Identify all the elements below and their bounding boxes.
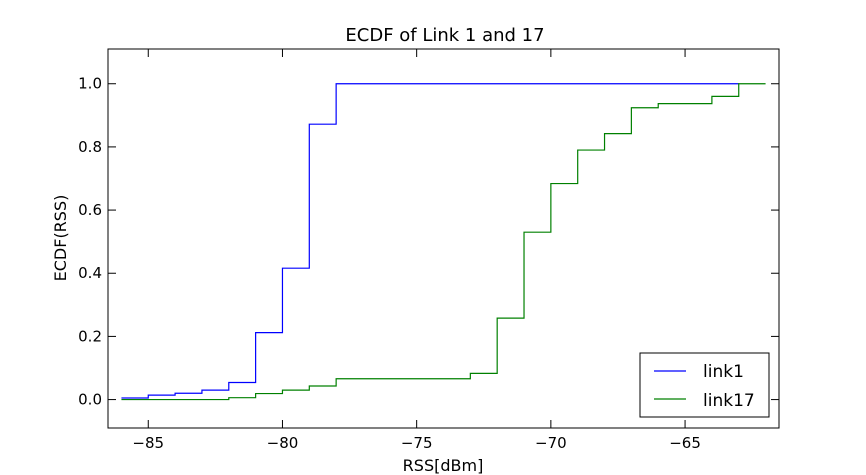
- chart-title: ECDF of Link 1 and 17: [345, 25, 544, 46]
- plot-frame: [107, 48, 780, 429]
- x-axis: −85 −80 −75 −70 −65: [132, 49, 701, 452]
- series-line-link1: [121, 83, 739, 399]
- y-tick-label: 0.0: [78, 391, 102, 409]
- y-axis-label: ECDF(RSS): [51, 195, 70, 282]
- series-layer: [121, 83, 766, 401]
- x-tick-label: −85: [132, 434, 164, 452]
- y-tick-label: 0.6: [78, 201, 102, 219]
- x-tick-label: −70: [535, 434, 567, 452]
- x-tick-label: −75: [401, 434, 433, 452]
- series-line-link17: [121, 83, 766, 401]
- y-tick-label: 1.0: [78, 75, 102, 93]
- x-tick-label: −80: [267, 434, 299, 452]
- legend-label-link17: link17: [703, 391, 755, 411]
- x-axis-label: RSS[dBm]: [403, 456, 484, 475]
- legend: link1 link17: [639, 352, 770, 418]
- plot-area: [121, 83, 766, 401]
- x-tick-label: −65: [669, 434, 701, 452]
- y-tick-label: 0.4: [78, 264, 102, 282]
- y-tick-label: 0.2: [78, 327, 102, 345]
- legend-label-link1: link1: [703, 362, 744, 382]
- y-tick-label: 0.8: [78, 138, 102, 156]
- legend-frame: [639, 352, 770, 418]
- y-axis: 0.0 0.2 0.4 0.6 0.8 1.0: [78, 75, 779, 409]
